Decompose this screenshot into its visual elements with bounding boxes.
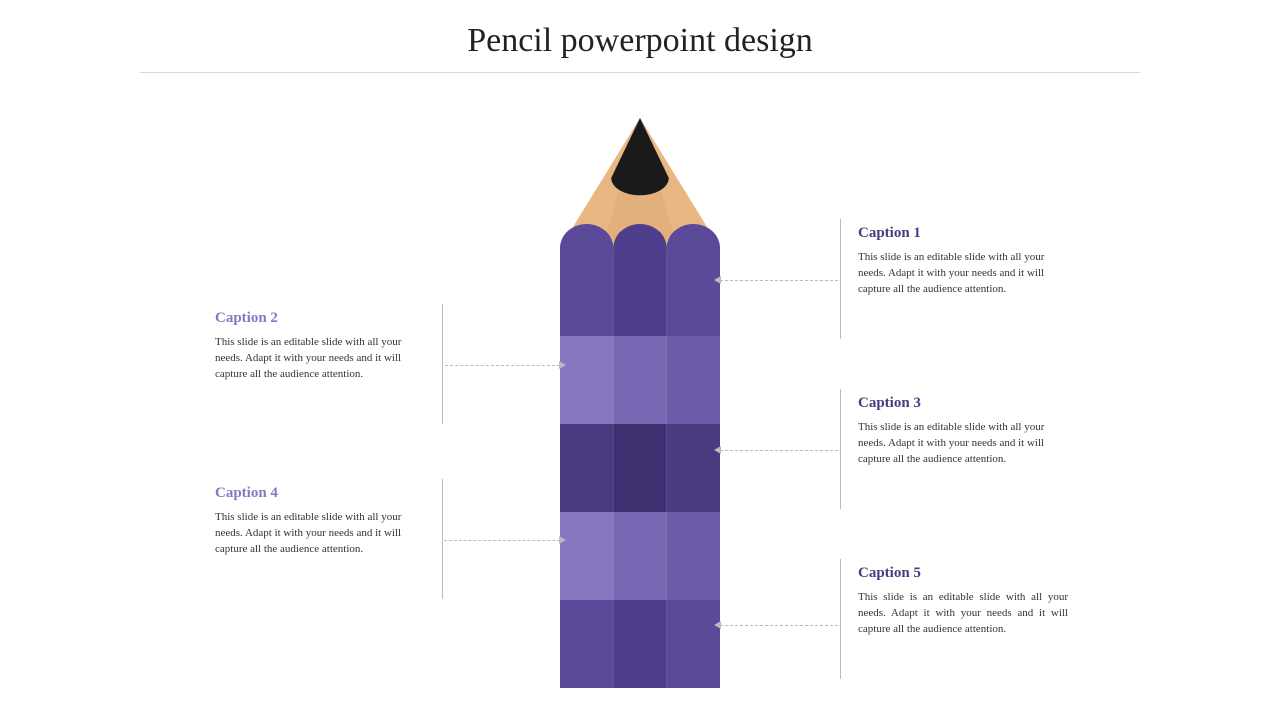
connector-arrowhead xyxy=(559,536,566,544)
caption-title: Caption 4 xyxy=(215,485,425,502)
caption-title: Caption 5 xyxy=(858,565,1068,582)
caption-bar xyxy=(840,559,841,679)
connector-line xyxy=(720,280,838,281)
caption-3: Caption 3 This slide is an editable slide… xyxy=(858,395,1068,468)
connector-arrowhead xyxy=(714,446,721,454)
caption-body: This slide is an editable slide with all… xyxy=(858,420,1068,468)
caption-title: Caption 1 xyxy=(858,225,1068,242)
slide-stage: Caption 1 This slide is an editable slide… xyxy=(0,70,1280,720)
caption-body: This slide is an editable slide with all… xyxy=(215,510,425,558)
caption-title: Caption 3 xyxy=(858,395,1068,412)
connector-arrowhead xyxy=(714,276,721,284)
connector-line xyxy=(445,365,560,366)
caption-4: Caption 4 This slide is an editable slide… xyxy=(215,485,425,558)
slide-title: Pencil powerpoint design xyxy=(0,0,1280,72)
caption-bar xyxy=(840,219,841,339)
caption-bar xyxy=(442,479,443,599)
pencil-graphic xyxy=(560,118,720,693)
connector-arrowhead xyxy=(714,621,721,629)
caption-body: This slide is an editable slide with all… xyxy=(215,335,425,383)
caption-1: Caption 1 This slide is an editable slide… xyxy=(858,225,1068,298)
caption-bar xyxy=(442,304,443,424)
caption-5: Caption 5 This slide is an editable slide… xyxy=(858,565,1068,638)
caption-2: Caption 2 This slide is an editable slide… xyxy=(215,310,425,383)
connector-arrowhead xyxy=(559,361,566,369)
connector-line xyxy=(720,625,838,626)
connector-line xyxy=(444,540,560,541)
caption-bar xyxy=(840,389,841,509)
caption-title: Caption 2 xyxy=(215,310,425,327)
caption-body: This slide is an editable slide with all… xyxy=(858,250,1068,298)
caption-body: This slide is an editable slide with all… xyxy=(858,590,1068,638)
connector-line xyxy=(720,450,838,451)
